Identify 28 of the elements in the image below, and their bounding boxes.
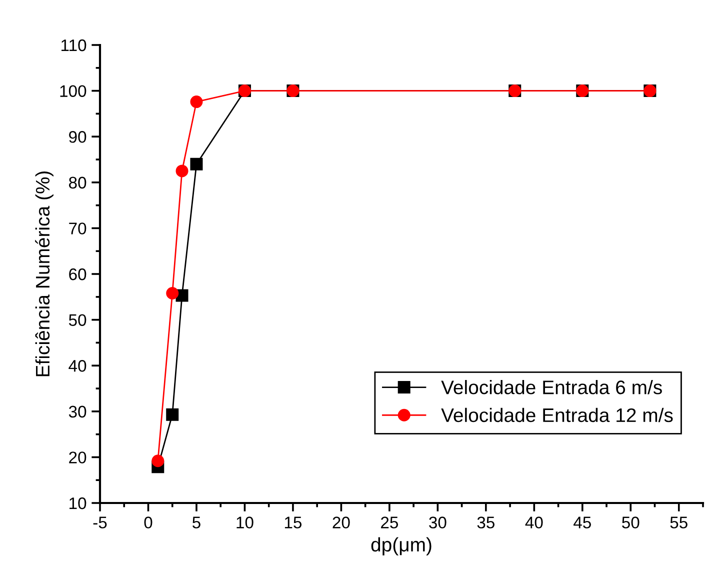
x-tick-label: 35 <box>477 516 494 528</box>
x-tick-label: 30 <box>429 516 446 528</box>
x-tick-label: 20 <box>332 516 350 528</box>
legend-label: Velocidade Entrada 6 m/s <box>441 380 662 394</box>
x-tick-label: 15 <box>284 516 302 528</box>
x-tick-label: 0 <box>144 516 152 528</box>
y-tick-label: 70 <box>69 222 86 234</box>
x-tick-label: 25 <box>381 516 398 528</box>
y-tick-label: 60 <box>69 268 86 280</box>
y-tick-label: 110 <box>62 39 86 52</box>
x-tick-label: 45 <box>574 516 591 528</box>
y-tick-label: 50 <box>68 314 86 326</box>
y-tick-label: 100 <box>60 85 86 98</box>
x-tick-label: 10 <box>236 516 254 528</box>
y-tick-label: 90 <box>69 131 86 143</box>
x-tick-label: 55 <box>670 516 688 528</box>
y-axis-title: Eficiência Numérica (%) <box>35 171 54 376</box>
y-tick-label: 30 <box>68 406 86 418</box>
y-tick-label: 10 <box>70 497 86 510</box>
x-tick-label: 5 <box>192 516 200 528</box>
legend-label: Velocidade Entrada 12 m/s <box>441 408 673 422</box>
x-axis-title: dp(μm) <box>371 537 432 556</box>
y-tick-label: 20 <box>69 452 86 464</box>
y-tick-label: 40 <box>68 360 86 372</box>
x-tick-label: 50 <box>622 516 640 528</box>
y-tick-label: 80 <box>68 176 86 189</box>
x-tick-label: 40 <box>525 516 543 528</box>
x-tick-label: -5 <box>93 516 107 528</box>
